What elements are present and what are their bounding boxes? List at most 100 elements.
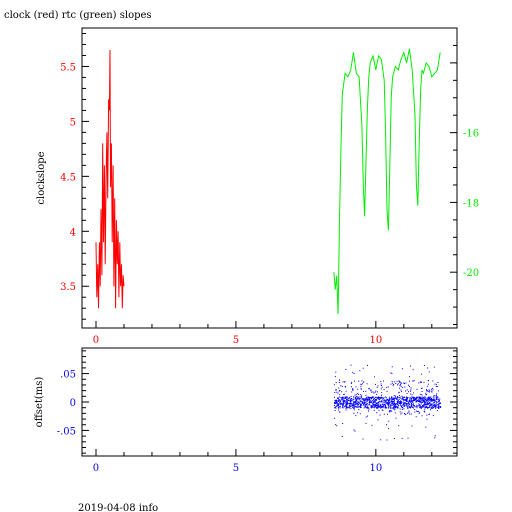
offset-point [383, 400, 385, 402]
offset-point [388, 411, 390, 413]
offset-point [364, 406, 366, 408]
offset-point [414, 397, 415, 399]
offset-y-axis-label: offset(ms) [34, 377, 45, 428]
offset-point [433, 366, 435, 368]
offset-point [371, 402, 373, 404]
offset-point [338, 400, 340, 401]
offset-point [380, 439, 382, 441]
offset-point [430, 405, 432, 407]
offset-point [427, 402, 429, 404]
offset-point [406, 389, 408, 391]
offset-point [406, 401, 408, 402]
offset-point [397, 383, 399, 385]
offset-point [363, 398, 364, 400]
offset-point [427, 397, 429, 399]
offset-point [397, 400, 398, 402]
offset-point [357, 397, 359, 399]
offset-point [353, 403, 355, 405]
offset-point [435, 405, 437, 406]
offset-point [370, 398, 372, 400]
offset-point [360, 401, 362, 403]
offset-point [440, 406, 442, 408]
offset-point [429, 402, 431, 404]
offset-point [338, 382, 340, 383]
offset-point [433, 404, 435, 406]
offset-point [411, 398, 412, 400]
offset-point [411, 394, 413, 396]
offset-point [338, 401, 340, 402]
offset-point [411, 399, 413, 401]
offset-point [437, 407, 439, 409]
offset-point [436, 398, 438, 400]
offset-point [404, 386, 406, 388]
offset-point [423, 365, 425, 366]
slope-chart-axes: 0 5 10 3.5 4 4.5 5 5.5 -20 -18 -16 [60, 27, 479, 346]
offset-point [347, 397, 349, 399]
offset-point [431, 390, 433, 392]
offset-point [342, 401, 344, 403]
offset-point [414, 399, 416, 401]
offset-point [373, 409, 375, 411]
offset-point [429, 413, 430, 415]
offset-point [371, 398, 372, 399]
offset-point [400, 381, 402, 383]
offset-point [428, 371, 430, 373]
offset-point [376, 403, 378, 404]
offset-point [381, 409, 383, 411]
offset-point [350, 383, 352, 384]
y-tick-label: 0 [70, 398, 76, 409]
offset-point [428, 398, 430, 400]
offset-point [406, 405, 408, 407]
offset-point [378, 406, 380, 408]
x-tick-label: 10 [369, 463, 382, 474]
offset-point [431, 403, 433, 405]
offset-point [399, 387, 400, 389]
offset-point [357, 407, 359, 408]
offset-point [360, 407, 362, 409]
offset-point [367, 404, 369, 406]
offset-point [433, 400, 435, 402]
offset-point [384, 406, 386, 408]
offset-point [399, 396, 401, 398]
offset-point [426, 394, 427, 396]
offset-point [395, 395, 397, 397]
offset-point [346, 400, 348, 402]
offset-point [375, 390, 377, 392]
offset-point [333, 407, 335, 409]
offset-point [432, 389, 434, 391]
offset-chart-marks [333, 364, 442, 441]
offset-point [366, 399, 368, 401]
offset-point [420, 401, 422, 403]
offset-point [337, 398, 338, 399]
offset-point [388, 420, 390, 422]
offset-point [393, 400, 395, 402]
offset-point [438, 405, 440, 407]
offset-point [416, 404, 418, 406]
offset-point [376, 386, 378, 388]
offset-point [374, 401, 376, 403]
offset-point [436, 397, 438, 399]
offset-point [374, 404, 376, 406]
offset-point [365, 390, 367, 392]
offset-point [428, 403, 429, 404]
offset-point [385, 396, 386, 398]
offset-point [341, 398, 343, 400]
offset-point [367, 398, 369, 400]
offset-point [385, 407, 387, 409]
offset-point [413, 400, 415, 402]
offset-point [376, 397, 378, 399]
offset-point [344, 400, 346, 401]
offset-point [435, 399, 437, 401]
offset-point [426, 385, 428, 387]
offset-point [391, 410, 393, 412]
offset-point [418, 410, 420, 412]
offset-point [360, 404, 362, 406]
offset-point [343, 394, 345, 395]
offset-point [371, 391, 373, 393]
offset-point [384, 404, 386, 406]
offset-point [373, 400, 375, 402]
offset-point [415, 397, 416, 399]
offset-point [398, 397, 400, 399]
offset-point [373, 392, 375, 394]
offset-point [408, 410, 410, 412]
